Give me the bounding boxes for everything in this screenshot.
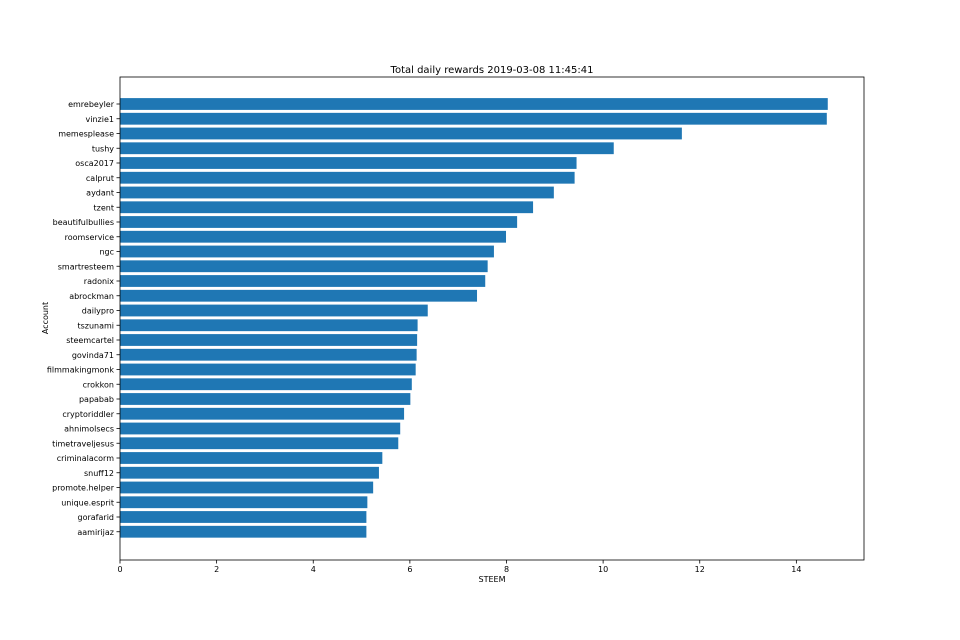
category-label: gorafarid <box>78 513 114 522</box>
category-label: criminalacorm <box>57 454 114 463</box>
category-label: timetraveljesus <box>52 439 114 448</box>
bar-tszunami <box>120 319 418 332</box>
bar-tushy <box>120 142 614 155</box>
category-labels: emrebeyler vinzie1 memesplease tushy osca201… <box>47 100 120 537</box>
x-ticks: 0 2 4 6 8 10 12 14 <box>117 560 801 574</box>
bar-ahnimolsecs <box>120 422 401 435</box>
category-label: papabab <box>79 395 114 404</box>
category-label: ahnimolsecs <box>64 425 114 434</box>
category-label: tzent <box>94 203 114 212</box>
bar-govinda71 <box>120 348 417 361</box>
category-label: cryptoriddler <box>62 410 114 419</box>
x-tick-label: 6 <box>407 565 412 574</box>
bar-tzent <box>120 201 534 214</box>
bar-papabab <box>120 393 411 405</box>
category-label: steemcartel <box>66 336 114 345</box>
bar-emrebeyler <box>120 98 828 110</box>
bar-roomservice <box>120 230 507 243</box>
category-label: emrebeyler <box>68 100 115 109</box>
y-axis-label: Account <box>41 302 50 334</box>
bar-promote-helper <box>120 481 374 494</box>
bar-filmmakingmonk <box>120 363 416 376</box>
bar-dailypro <box>120 304 428 317</box>
category-label: filmmakingmonk <box>47 366 115 375</box>
category-label: aydant <box>86 189 114 198</box>
category-label: promote.helper <box>52 484 115 493</box>
plot-frame <box>119 76 865 561</box>
category-label: osca2017 <box>75 159 114 168</box>
bar-cryptoriddler <box>120 407 405 420</box>
bar-smartresteem <box>120 260 488 273</box>
bar-criminalacorm <box>120 452 383 464</box>
bar-calprut <box>120 171 575 184</box>
bar-steemcartel <box>120 334 418 346</box>
bar-unique-esprit <box>120 496 368 509</box>
x-tick-label: 4 <box>311 565 316 574</box>
category-label: smartresteem <box>58 262 114 271</box>
x-axis-label: STEEM <box>479 575 506 584</box>
x-tick-label: 10 <box>598 565 608 574</box>
category-label: unique.esprit <box>61 498 114 507</box>
category-label: crokkon <box>83 380 114 389</box>
bar-aamirijaz <box>120 525 367 538</box>
category-label: dailypro <box>82 307 114 316</box>
x-tick-label: 0 <box>117 565 122 574</box>
x-tick-label: 12 <box>695 565 705 574</box>
bar-gorafarid <box>120 511 367 523</box>
bar-aydant <box>120 186 554 199</box>
bar-osca2017 <box>120 157 577 169</box>
category-label: abrockman <box>69 292 114 301</box>
bars-group <box>120 98 828 538</box>
x-tick-label: 8 <box>504 565 509 574</box>
category-label: tushy <box>92 144 114 153</box>
category-label: govinda71 <box>72 351 114 360</box>
bar-vinzie1 <box>120 112 827 125</box>
category-label: memesplease <box>58 130 114 139</box>
bar-snuff12 <box>120 466 379 479</box>
bar-timetraveljesus <box>120 437 399 450</box>
category-label: vinzie1 <box>86 115 114 124</box>
bar-radonix <box>120 275 486 287</box>
category-label: radonix <box>84 277 114 286</box>
bar-ngc <box>120 245 494 258</box>
bar-crokkon <box>120 378 412 391</box>
category-label: tszunami <box>77 321 114 330</box>
bar-memesplease <box>120 127 682 140</box>
category-label: beautifulbullies <box>53 218 114 227</box>
category-label: aamirijaz <box>77 528 114 537</box>
x-tick-label: 2 <box>214 565 219 574</box>
category-label: calprut <box>86 174 114 183</box>
bar-abrockman <box>120 289 478 302</box>
chart-title: Total daily rewards 2019-03-08 11:45:41 <box>390 65 594 76</box>
category-label: ngc <box>99 248 114 257</box>
x-tick-label: 14 <box>791 565 801 574</box>
category-label: roomservice <box>65 233 114 242</box>
category-label: snuff12 <box>84 469 114 478</box>
bar-beautifulbullies <box>120 216 518 228</box>
